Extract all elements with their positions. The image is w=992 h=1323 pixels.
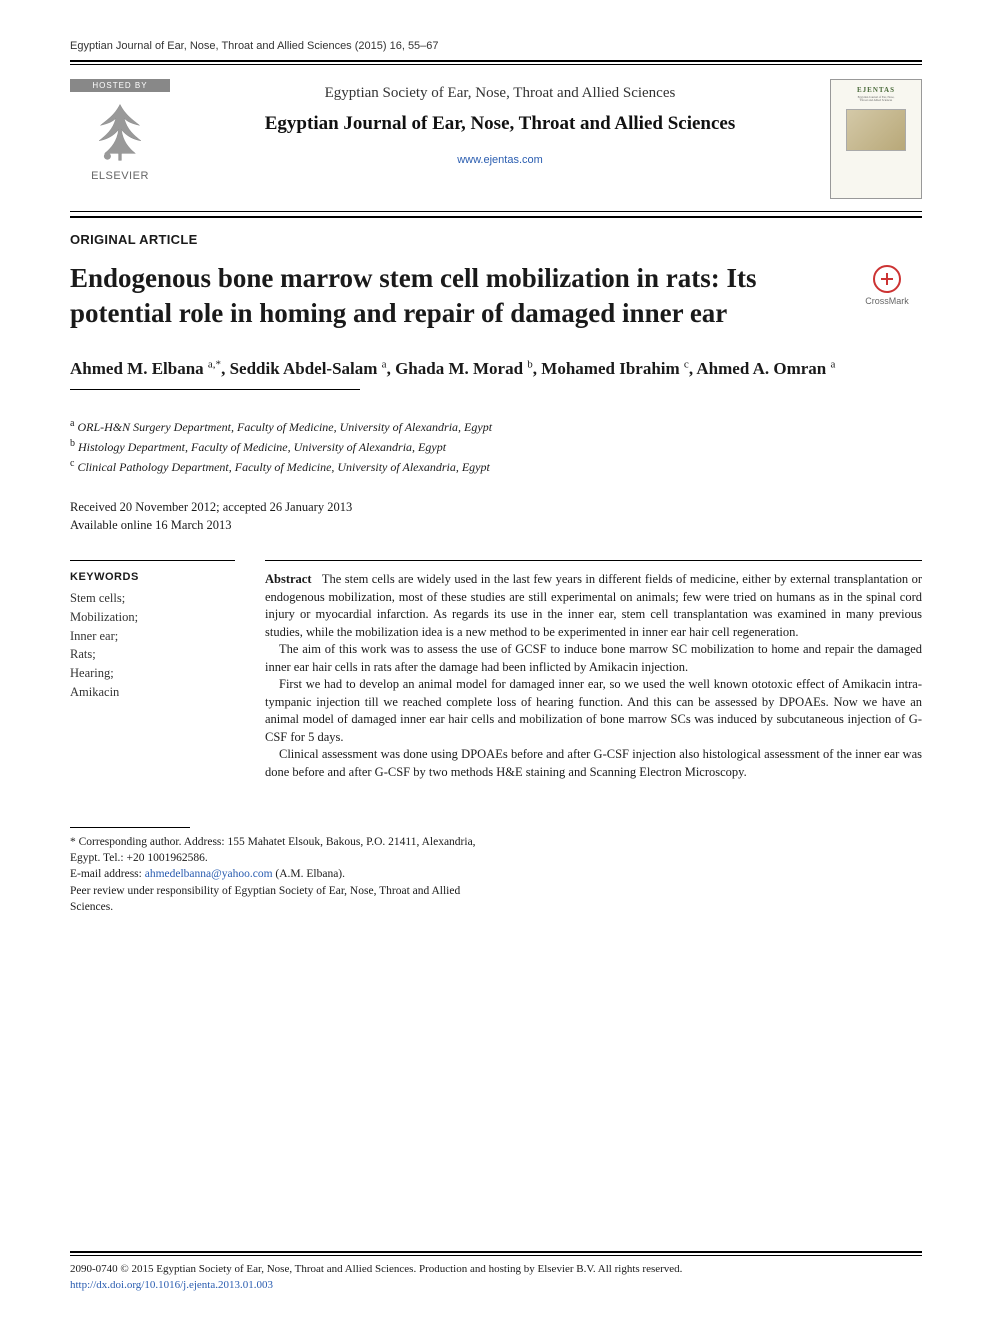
publisher-box: HOSTED BY ELSEVIER [70,79,170,182]
affiliation-b: b Histology Department, Faculty of Medic… [70,436,922,456]
hosted-by-label: HOSTED BY [70,79,170,92]
journal-cover-thumbnail: EJENTAS Egyptian Journal of Ear, Nose,Th… [830,79,922,199]
abstract-column: Abstract The stem cells are widely used … [265,560,922,781]
email-link[interactable]: ahmedelbanna@yahoo.com [145,868,273,880]
authors: Ahmed M. Elbana a,*, Seddik Abdel-Salam … [70,357,922,381]
article-title: Endogenous bone marrow stem cell mobiliz… [70,261,832,331]
authors-underline [70,389,360,390]
article-dates: Received 20 November 2012; accepted 26 J… [70,498,922,534]
crossmark-label: CrossMark [865,296,909,306]
bottom-bar: 2090-0740 © 2015 Egyptian Society of Ear… [70,1251,922,1293]
footnotes: * Corresponding author. Address: 155 Mah… [70,834,480,914]
running-head: Egyptian Journal of Ear, Nose, Throat an… [70,40,922,52]
masthead: HOSTED BY ELSEVIER Egyptian Society of E… [70,73,922,205]
affiliation-c: c Clinical Pathology Department, Faculty… [70,456,922,476]
article-type: ORIGINAL ARTICLE [70,232,922,247]
publisher-name: ELSEVIER [70,170,170,182]
crossmark-icon [873,265,901,293]
cover-title: EJENTAS [837,86,915,94]
peer-review-note: Peer review under responsibility of Egyp… [70,883,480,915]
available-online: Available online 16 March 2013 [70,516,922,534]
crossmark-badge[interactable]: CrossMark [852,261,922,306]
keywords-list: Stem cells;Mobilization;Inner ear;Rats;H… [70,589,235,702]
journal-url-link[interactable]: www.ejentas.com [457,154,543,166]
masthead-center: Egyptian Society of Ear, Nose, Throat an… [184,79,816,167]
affiliations: a ORL-H&N Surgery Department, Faculty of… [70,416,922,476]
journal-name: Egyptian Journal of Ear, Nose, Throat an… [184,112,816,137]
cover-image-placeholder [846,109,906,151]
copyright-line: 2090-0740 © 2015 Egyptian Society of Ear… [70,1262,922,1277]
society-name: Egyptian Society of Ear, Nose, Throat an… [184,85,816,102]
rule-thick-top [70,60,922,62]
elsevier-tree-icon [85,96,155,166]
cover-subtitle: Egyptian Journal of Ear, Nose,Throat and… [837,96,915,103]
rule-thin-top [70,64,922,65]
keywords-column: KEYWORDS Stem cells;Mobilization;Inner e… [70,560,235,781]
affiliation-a: a ORL-H&N Surgery Department, Faculty of… [70,416,922,436]
abstract-block: KEYWORDS Stem cells;Mobilization;Inner e… [70,560,922,781]
email-line: E-mail address: ahmedelbanna@yahoo.com (… [70,866,480,882]
corresponding-author: * Corresponding author. Address: 155 Mah… [70,834,480,866]
received-accepted: Received 20 November 2012; accepted 26 J… [70,498,922,516]
rule-thick-mid [70,216,922,218]
keywords-heading: KEYWORDS [70,560,235,583]
title-row: Endogenous bone marrow stem cell mobiliz… [70,261,922,357]
rule-thin-mid [70,211,922,212]
doi-link[interactable]: http://dx.doi.org/10.1016/j.ejenta.2013.… [70,1279,273,1291]
footnote-separator [70,827,190,828]
